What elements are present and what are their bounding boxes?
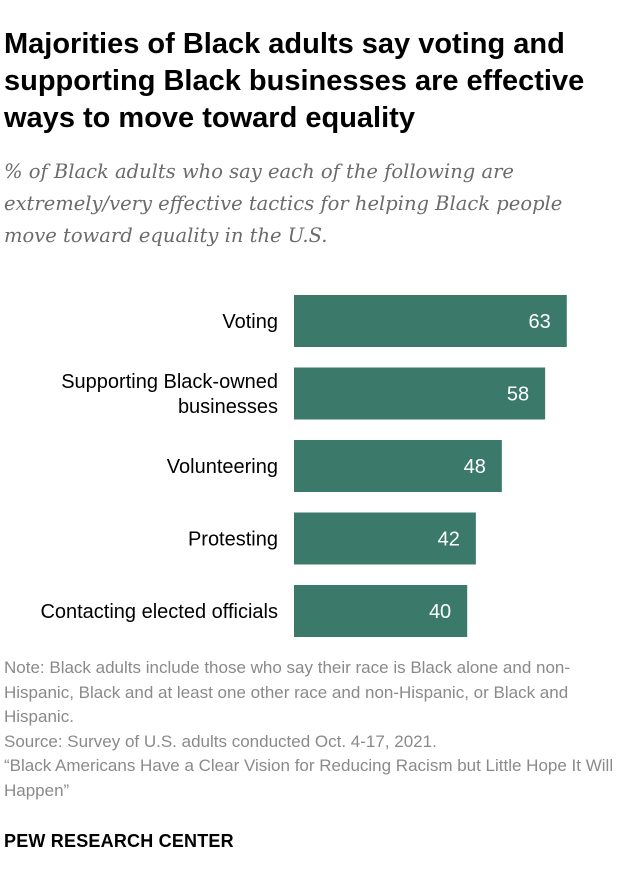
bar [294, 440, 502, 492]
category-label: Supporting Black-owned [61, 371, 278, 393]
category-label: Contacting elected officials [40, 601, 278, 623]
category-label: Volunteering [167, 456, 278, 478]
bar-chart: 63 Voting 58 Supporting Black-owned business… [40, 295, 567, 637]
chart-title: Majorities of Black adults say voting an… [4, 28, 585, 134]
pew-logo-text: PEW RESEARCH CENTER [4, 831, 234, 851]
bar [294, 295, 567, 347]
bar-value-label: 63 [529, 311, 551, 333]
category-label: businesses [178, 396, 278, 418]
chart-subtitle: % of Black adults who say each of the fo… [4, 160, 563, 247]
source-text: Source: Survey of U.S. adults conducted … [4, 731, 437, 751]
bar-value-label: 48 [464, 456, 486, 478]
category-label: Voting [222, 311, 278, 333]
report-title-text: “Black Americans Have a Clear Vision for… [4, 756, 614, 800]
bar-value-label: 40 [429, 601, 451, 623]
bar [294, 367, 546, 420]
note-text: Note: Black adults include those who say… [4, 658, 571, 726]
bar [294, 585, 468, 637]
notes-block: Note: Black adults include those who say… [4, 656, 616, 803]
bar-value-label: 58 [507, 384, 529, 406]
bar [294, 512, 476, 565]
bar-value-label: 42 [438, 529, 460, 551]
category-label: Protesting [188, 529, 278, 551]
